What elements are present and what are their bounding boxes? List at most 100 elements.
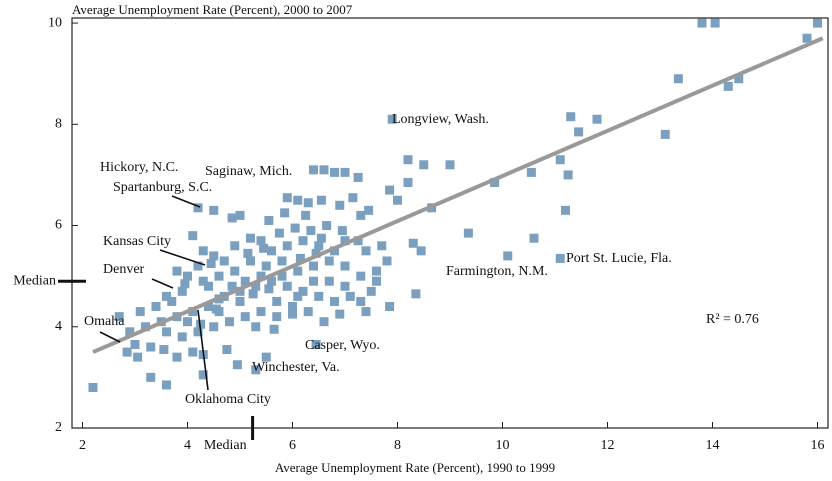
point [251,365,261,375]
point [219,256,229,266]
point [214,271,224,281]
point [172,352,182,362]
point [340,281,350,291]
point [209,322,219,332]
point [261,261,271,271]
annotation: Kansas City [103,234,171,249]
point [188,231,198,241]
point [288,302,297,312]
point [306,226,316,236]
point [193,261,203,271]
point [135,307,145,317]
point [673,74,683,84]
point [167,296,177,306]
point [114,312,124,322]
point [227,281,237,291]
point [566,112,576,122]
x-tick-label: 14 [706,438,720,453]
point [222,345,232,355]
point [385,185,395,195]
point [251,322,261,332]
x-tick-label: 6 [289,438,296,453]
point [248,289,258,299]
point [345,291,355,301]
annotation: Spartanburg, S.C. [113,180,212,195]
point [177,332,187,342]
point [162,327,171,337]
point [177,286,187,296]
point [366,286,376,296]
y-axis-title: Average Unemployment Rate (Percent), 200… [72,2,353,17]
point [356,296,366,306]
point [361,307,371,317]
point [198,276,208,286]
point [282,241,292,251]
point [555,253,565,263]
annotation: Omaha [84,314,125,329]
point [146,342,156,352]
annotation: Winchester, Va. [252,360,340,375]
point [188,347,198,357]
point [529,233,539,243]
point [356,210,366,220]
point [298,236,308,246]
point [309,261,318,271]
point [146,372,156,382]
point [311,248,321,258]
x-tick-label: 12 [601,438,615,453]
point [288,309,297,319]
point [204,302,213,312]
point [196,319,206,329]
point [225,317,234,327]
point [240,276,250,286]
point [311,339,321,349]
point [303,198,313,208]
point [274,228,284,238]
point [159,345,169,355]
point [232,360,242,370]
x-tick-label: 8 [394,438,401,453]
annotation: Denver [103,262,145,277]
plot-frame [71,17,829,429]
point [172,266,182,276]
x-axis-title: Average Unemployment Rate (Percent), 199… [275,460,555,475]
point [293,266,303,276]
point [335,309,345,319]
point [361,246,371,256]
point [385,302,395,312]
point [314,291,324,301]
point [272,312,282,322]
point [188,307,198,317]
y-tick-label: 4 [55,319,62,334]
point [240,312,250,322]
point [723,81,733,91]
point [269,324,279,334]
point [403,178,413,188]
point [193,327,203,337]
point [298,286,308,296]
x-tick-label: 10 [496,438,510,453]
point [316,233,326,243]
point [125,327,135,337]
point [393,195,402,205]
point [256,307,266,317]
annotation: Longview, Wash. [392,112,489,127]
point [141,322,150,332]
point [251,281,261,291]
median-y-label: Median [13,273,56,288]
point [356,271,366,281]
point [319,317,329,327]
point [403,155,413,165]
point [314,241,324,251]
point [445,160,455,170]
median-x-label: Median [204,438,247,453]
point [303,307,313,317]
point [235,286,245,296]
point [660,129,670,139]
point [563,170,573,180]
point [710,18,720,28]
point [592,114,602,124]
point [256,271,266,281]
y-tick-label: 8 [55,117,62,132]
